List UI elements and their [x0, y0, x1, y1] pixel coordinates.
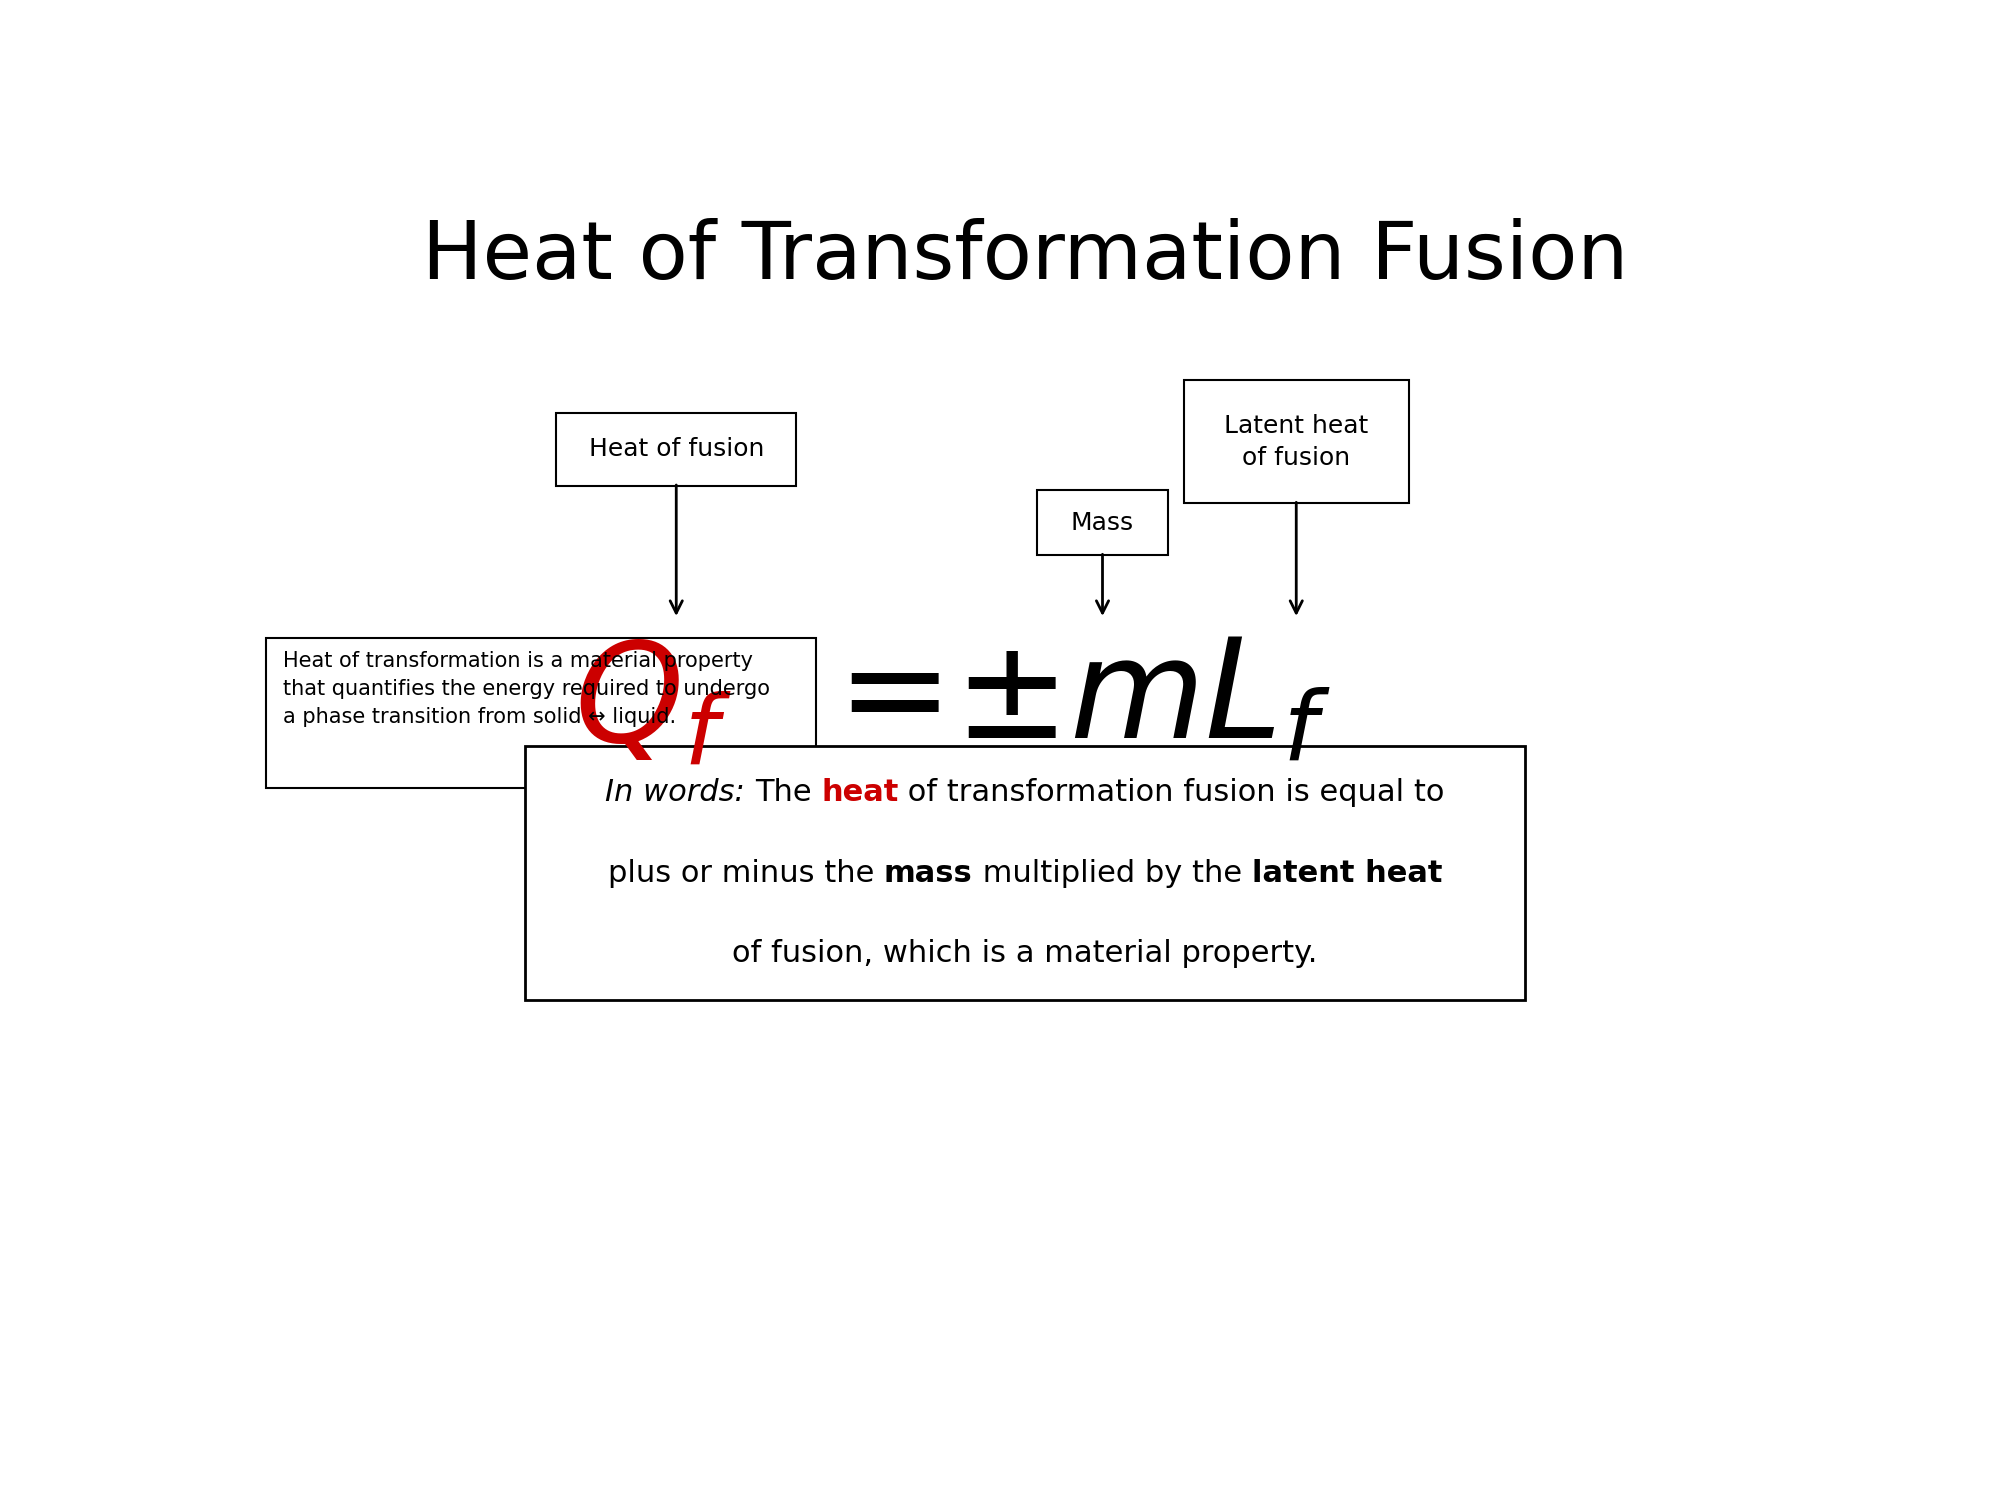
Text: In words:: In words: [606, 777, 754, 807]
Text: Heat of fusion: Heat of fusion [588, 438, 764, 462]
FancyBboxPatch shape [1184, 380, 1408, 504]
FancyBboxPatch shape [1036, 490, 1168, 555]
FancyBboxPatch shape [266, 638, 816, 789]
Text: multiplied by the: multiplied by the [972, 858, 1252, 888]
Text: $=$: $=$ [808, 628, 940, 764]
Text: Heat of transformation is a material property
that quantifies the energy require: Heat of transformation is a material pro… [284, 651, 770, 728]
Text: Heat of Transformation Fusion: Heat of Transformation Fusion [422, 219, 1628, 297]
Text: The: The [754, 777, 822, 807]
Text: heat: heat [822, 777, 898, 807]
FancyBboxPatch shape [556, 413, 796, 486]
Text: latent heat: latent heat [1252, 858, 1442, 888]
Text: mass: mass [884, 858, 972, 888]
Text: $Q_f$: $Q_f$ [574, 636, 732, 771]
Text: Mass: Mass [1070, 510, 1134, 534]
Text: of transformation fusion is equal to: of transformation fusion is equal to [898, 777, 1444, 807]
FancyBboxPatch shape [526, 746, 1524, 1000]
Text: of fusion, which is a material property.: of fusion, which is a material property. [732, 939, 1318, 969]
Text: $\pm mL_f$: $\pm mL_f$ [952, 633, 1330, 768]
Text: Latent heat
of fusion: Latent heat of fusion [1224, 414, 1368, 470]
Text: plus or minus the: plus or minus the [608, 858, 884, 888]
